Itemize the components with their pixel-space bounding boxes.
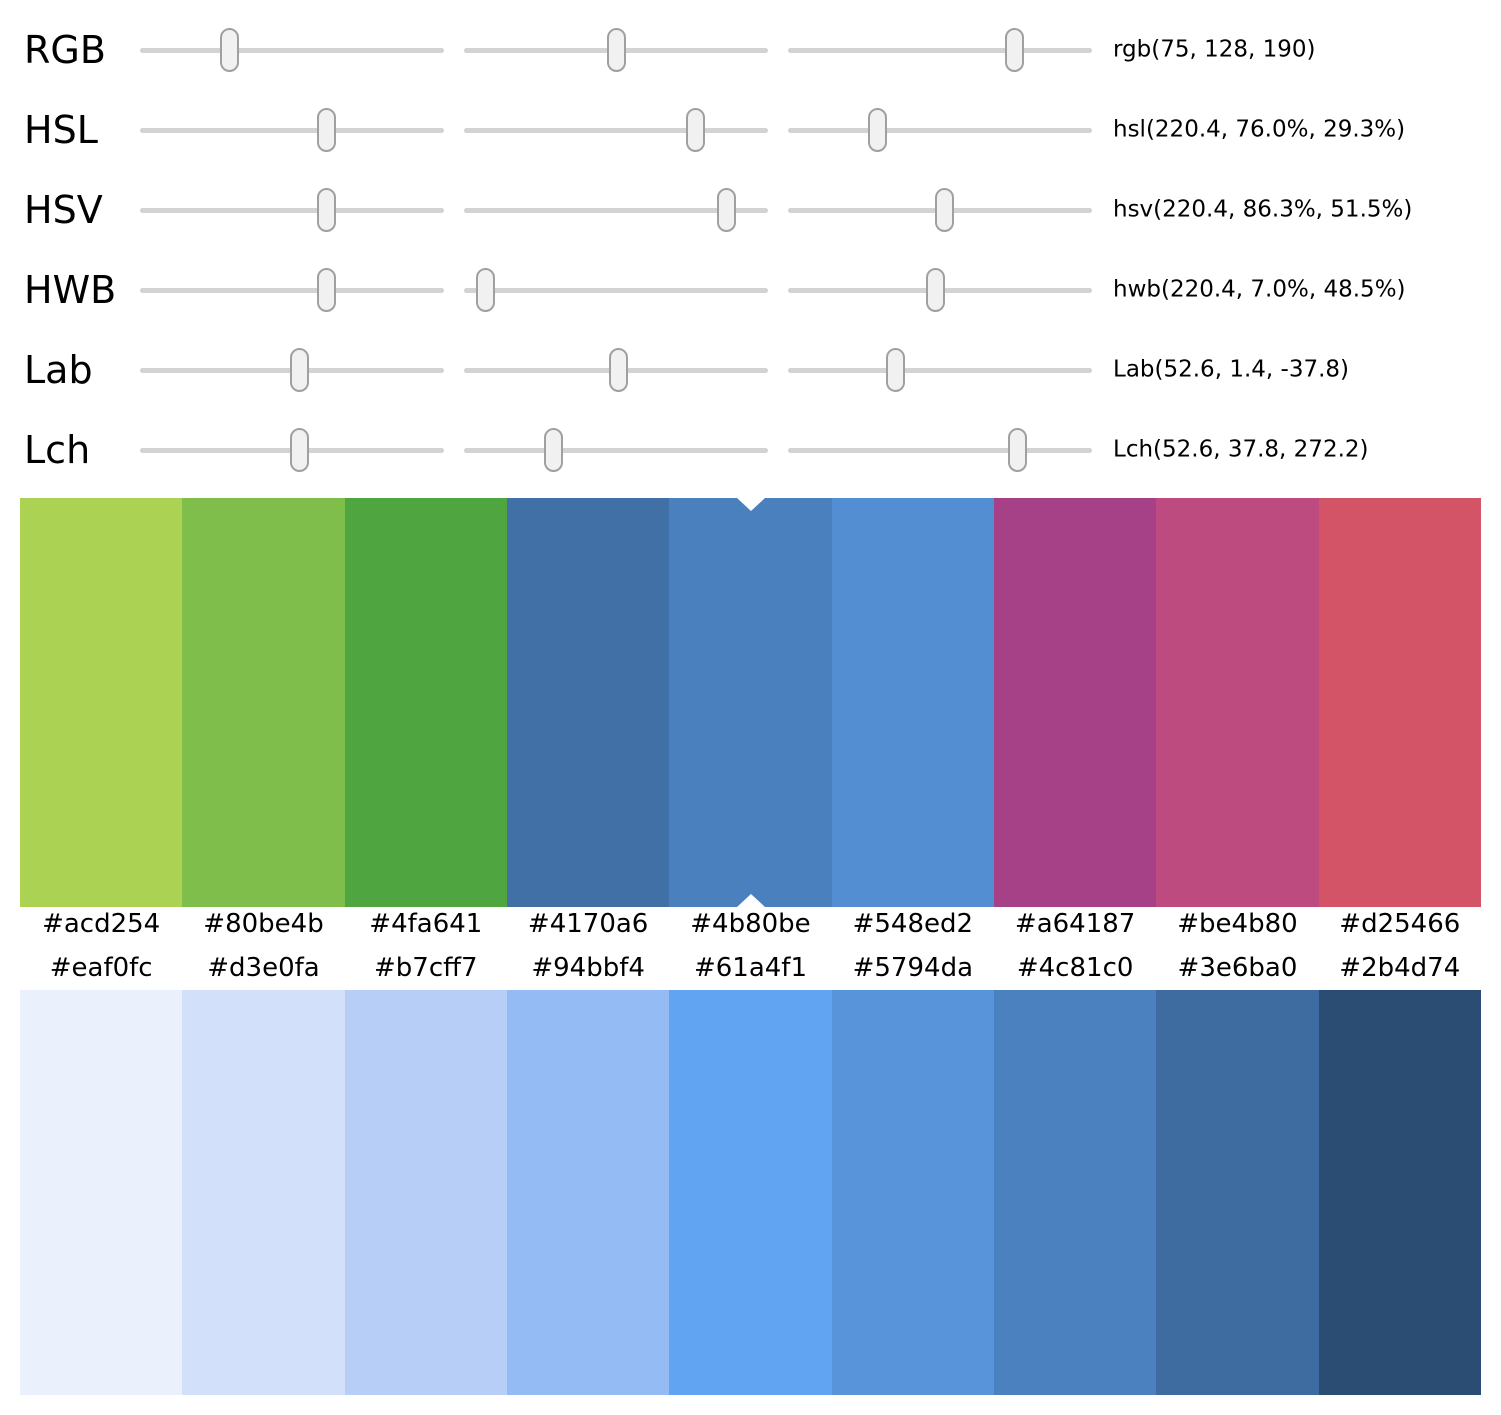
hex-code-label: #4b80be bbox=[690, 909, 811, 939]
lab-l-slider-handle[interactable] bbox=[290, 348, 310, 392]
rgb-red-slider-handle[interactable] bbox=[219, 28, 239, 72]
lch-value-readout: Lch(52.6, 37.8, 272.2) bbox=[1113, 436, 1369, 463]
hsl-lightness-slider[interactable] bbox=[788, 108, 1092, 152]
slider-row-hwb: HWB hwb(220.4, 7.0%, 48.5%) bbox=[0, 250, 1501, 330]
palette-swatch[interactable] bbox=[506, 990, 670, 1395]
lab-a-slider[interactable] bbox=[464, 348, 768, 392]
hwb-hue-slider-handle[interactable] bbox=[316, 268, 336, 312]
rgb-green-slider[interactable] bbox=[464, 28, 768, 72]
lch-hue-slider-handle[interactable] bbox=[1008, 428, 1028, 472]
colorspace-label-lch: Lch bbox=[24, 428, 91, 472]
palette-swatch[interactable] bbox=[993, 498, 1157, 907]
hue-palette-strip bbox=[20, 498, 1481, 907]
palette-swatch[interactable] bbox=[831, 498, 994, 907]
hex-code-label: #548ed2 bbox=[852, 909, 974, 939]
rgb-blue-slider-handle[interactable] bbox=[1005, 28, 1024, 72]
hwb-blackness-slider-handle[interactable] bbox=[925, 268, 945, 312]
hex-code-label: #3e6ba0 bbox=[1177, 953, 1298, 983]
lab-a-slider-handle[interactable] bbox=[608, 348, 628, 392]
hsl-saturation-slider[interactable] bbox=[464, 108, 768, 152]
slider-row-lch: Lch Lch(52.6, 37.8, 272.2) bbox=[0, 410, 1501, 490]
palette-swatch[interactable] bbox=[669, 498, 832, 907]
hwb-hue-slider[interactable] bbox=[140, 268, 444, 312]
hsl-saturation-slider-handle[interactable] bbox=[685, 108, 705, 152]
palette-swatch[interactable] bbox=[182, 498, 345, 907]
lch-l-slider-handle[interactable] bbox=[290, 428, 310, 472]
lch-l-slider[interactable] bbox=[140, 428, 444, 472]
colorspace-label-lab: Lab bbox=[24, 348, 93, 392]
hex-code-label: #61a4f1 bbox=[693, 953, 807, 983]
hsv-value-slider-handle[interactable] bbox=[935, 188, 955, 232]
hex-code-label: #a64187 bbox=[1014, 909, 1136, 939]
hwb-whiteness-slider-handle[interactable] bbox=[475, 268, 495, 312]
palette-swatch[interactable] bbox=[1156, 498, 1319, 907]
hex-code-label: #be4b80 bbox=[1177, 909, 1298, 939]
lab-l-slider[interactable] bbox=[140, 348, 444, 392]
hsl-value-readout: hsl(220.4, 76.0%, 29.3%) bbox=[1113, 116, 1406, 143]
hex-code-label: #4c81c0 bbox=[1016, 953, 1134, 983]
hsv-value-readout: hsv(220.4, 86.3%, 51.5%) bbox=[1113, 196, 1413, 223]
hex-code-label: #2b4d74 bbox=[1339, 953, 1461, 983]
slider-row-rgb: RGB rgb(75, 128, 190) bbox=[0, 10, 1501, 90]
palette-swatch[interactable] bbox=[20, 498, 183, 907]
hue-palette-hex-labels: #acd254 #80be4b #4fa641 #4170a6 #4b80be #548e… bbox=[20, 906, 1481, 946]
palette-swatch[interactable] bbox=[182, 990, 345, 1395]
colorspace-label-hsl: HSL bbox=[24, 108, 98, 152]
hsl-lightness-slider-handle[interactable] bbox=[867, 108, 887, 152]
palette-swatch[interactable] bbox=[344, 498, 507, 907]
selected-color-notch-top bbox=[736, 498, 765, 511]
palette-swatch[interactable] bbox=[506, 498, 670, 907]
hex-code-label: #eaf0fc bbox=[49, 953, 153, 983]
colorspace-label-hsv: HSV bbox=[24, 188, 103, 232]
hsv-hue-slider-handle[interactable] bbox=[316, 188, 336, 232]
lab-b-slider[interactable] bbox=[788, 348, 1092, 392]
hsv-value-slider[interactable] bbox=[788, 188, 1092, 232]
hex-code-label: #b7cff7 bbox=[374, 953, 478, 983]
palette-swatch[interactable] bbox=[993, 990, 1157, 1395]
colorspace-label-hwb: HWB bbox=[24, 268, 117, 312]
palette-swatch[interactable] bbox=[1156, 990, 1319, 1395]
palette-swatch[interactable] bbox=[1318, 990, 1481, 1395]
hsv-saturation-slider[interactable] bbox=[464, 188, 768, 232]
lightness-palette-hex-labels: #eaf0fc #d3e0fa #b7cff7 #94bbf4 #61a4f1 #5794… bbox=[20, 950, 1481, 988]
selected-color-notch-bottom bbox=[736, 894, 765, 907]
slider-row-lab: Lab Lab(52.6, 1.4, -37.8) bbox=[0, 330, 1501, 410]
hsl-hue-slider[interactable] bbox=[140, 108, 444, 152]
colorspace-label-rgb: RGB bbox=[24, 28, 106, 72]
hex-code-label: #acd254 bbox=[42, 909, 161, 939]
hsv-saturation-slider-handle[interactable] bbox=[716, 188, 736, 232]
hwb-whiteness-slider[interactable] bbox=[464, 268, 768, 312]
palette-swatch[interactable] bbox=[1318, 498, 1481, 907]
hsl-hue-slider-handle[interactable] bbox=[316, 108, 336, 152]
hex-code-label: #4fa641 bbox=[369, 909, 483, 939]
lab-value-readout: Lab(52.6, 1.4, -37.8) bbox=[1113, 356, 1349, 383]
palette-swatch[interactable] bbox=[344, 990, 507, 1395]
rgb-blue-slider[interactable] bbox=[788, 28, 1092, 72]
lch-chroma-slider[interactable] bbox=[464, 428, 768, 472]
hex-code-label: #d3e0fa bbox=[207, 953, 320, 983]
hex-code-label: #4170a6 bbox=[527, 909, 649, 939]
hex-code-label: #5794da bbox=[852, 953, 973, 983]
hsv-hue-slider[interactable] bbox=[140, 188, 444, 232]
hwb-value-readout: hwb(220.4, 7.0%, 48.5%) bbox=[1113, 276, 1406, 303]
lightness-palette-strip bbox=[20, 990, 1481, 1395]
lch-chroma-slider-handle[interactable] bbox=[544, 428, 564, 472]
lab-b-slider-handle[interactable] bbox=[886, 348, 906, 392]
hex-code-label: #94bbf4 bbox=[531, 953, 645, 983]
slider-row-hsl: HSL hsl(220.4, 76.0%, 29.3%) bbox=[0, 90, 1501, 170]
lch-hue-slider[interactable] bbox=[788, 428, 1092, 472]
palette-swatch[interactable] bbox=[669, 990, 832, 1395]
palette-swatch[interactable] bbox=[831, 990, 994, 1395]
hex-code-label: #80be4b bbox=[203, 909, 324, 939]
slider-row-hsv: HSV hsv(220.4, 86.3%, 51.5%) bbox=[0, 170, 1501, 250]
hwb-blackness-slider[interactable] bbox=[788, 268, 1092, 312]
rgb-green-slider-handle[interactable] bbox=[607, 28, 627, 72]
rgb-value-readout: rgb(75, 128, 190) bbox=[1113, 36, 1316, 63]
rgb-red-slider[interactable] bbox=[140, 28, 444, 72]
hex-code-label: #d25466 bbox=[1339, 909, 1461, 939]
palette-swatch[interactable] bbox=[20, 990, 183, 1395]
